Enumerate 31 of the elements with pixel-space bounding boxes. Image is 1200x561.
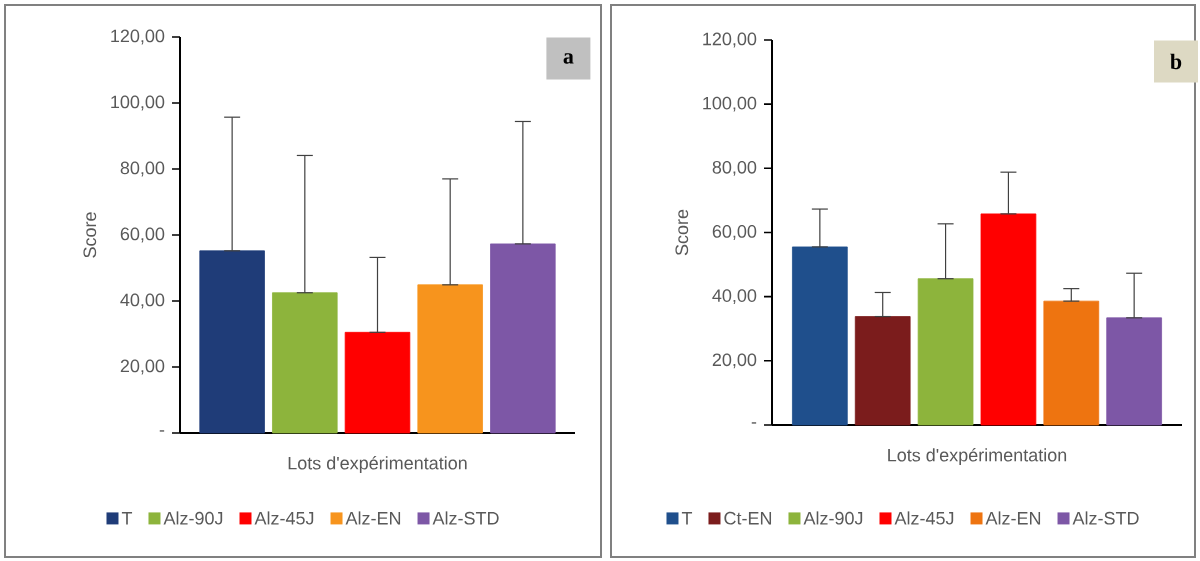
legend-label: Alz-45J <box>254 511 314 525</box>
y-axis-title: Score <box>83 212 97 258</box>
y-tick-label: 100,00 <box>111 95 165 111</box>
y-tick-label: 20,00 <box>120 359 165 375</box>
y-tick-label: 120,00 <box>111 29 165 45</box>
y-tick-label: 60,00 <box>712 225 757 240</box>
legend-label: Alz-EN <box>345 511 401 525</box>
legend-label: Alz-STD <box>432 511 499 525</box>
y-tick-label: 40,00 <box>120 293 165 309</box>
x-axis-title: Lots d'expérimentation <box>288 456 467 474</box>
legend-label: Alz-90J <box>163 511 223 525</box>
annotation: a <box>563 53 574 64</box>
y-tick-label: 60,00 <box>120 227 165 243</box>
legend-label: Alz-90J <box>803 511 863 525</box>
x-axis-title: Lots d'expérimentation <box>888 448 1067 466</box>
y-tick-label: 80,00 <box>712 160 757 176</box>
annotation: b <box>1170 53 1182 70</box>
legend-label: Alz-45J <box>894 511 954 525</box>
legend-label: Ct-EN <box>724 511 772 525</box>
y-tick-label: 100,00 <box>703 96 757 112</box>
y-axis-title: Score <box>675 209 689 256</box>
y-tick-label: - <box>751 422 757 424</box>
y-tick-label: - <box>159 430 165 432</box>
y-tick-label: 20,00 <box>712 353 757 369</box>
y-tick-label: 40,00 <box>712 289 757 305</box>
legend-label: Alz-STD <box>1072 511 1139 525</box>
y-tick-label: 80,00 <box>120 161 165 177</box>
legend-label: T <box>681 512 693 525</box>
legend-label: Alz-EN <box>985 511 1041 525</box>
legend-label: T <box>121 512 133 525</box>
y-tick-label: 120,00 <box>703 32 757 48</box>
